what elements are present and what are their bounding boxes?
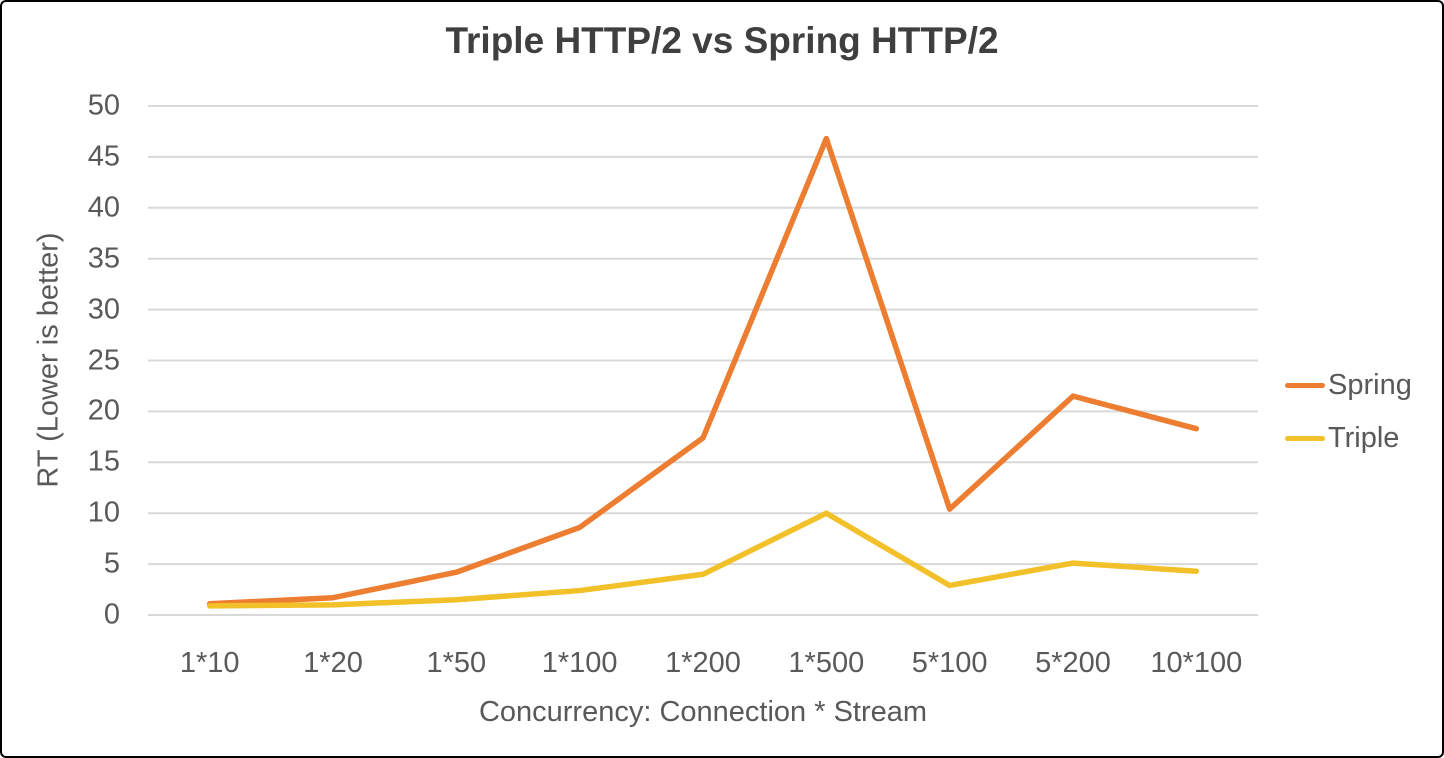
- legend-label: Triple: [1328, 422, 1400, 454]
- legend-swatch-triple: [1285, 436, 1325, 441]
- x-axis-title: Concurrency: Connection * Stream: [478, 696, 928, 728]
- series-line-spring: [206, 135, 1200, 607]
- x-tick-label: 1*20: [303, 647, 363, 679]
- y-tick-label: 50: [87, 89, 120, 122]
- y-tick-label: 10: [87, 496, 120, 529]
- x-tick-label: 1*50: [426, 647, 487, 679]
- x-tick-label: 1*10: [179, 647, 240, 679]
- x-tick-label: 1*100: [541, 647, 618, 679]
- legend-swatch-spring: [1285, 383, 1325, 388]
- y-tick-label: 40: [87, 191, 120, 224]
- legend-label: Spring: [1328, 369, 1412, 401]
- y-tick-label: 25: [87, 344, 120, 376]
- chart-title: Triple HTTP/2 vs Spring HTTP/2: [445, 20, 999, 61]
- x-tick-label: 1*200: [665, 647, 741, 679]
- legend: Spring Triple: [1285, 359, 1412, 465]
- y-tick-label: 35: [87, 242, 120, 275]
- x-tick-label: 1*500: [788, 647, 865, 679]
- x-tick-label: 5*200: [1035, 647, 1111, 679]
- legend-item-spring: Spring: [1285, 359, 1412, 412]
- y-tick-label: 45: [87, 140, 120, 173]
- legend-item-triple: Triple: [1285, 412, 1412, 465]
- y-tick-label: 5: [103, 547, 120, 580]
- series-line-triple: [206, 510, 1200, 609]
- y-tick-label: 0: [103, 598, 120, 631]
- x-tick-label: 5*100: [911, 647, 988, 679]
- y-tick-label: 20: [87, 394, 120, 427]
- y-tick-label: 15: [87, 445, 120, 478]
- x-tick-label: 10*100: [1150, 647, 1243, 679]
- y-tick-label: 30: [87, 293, 120, 326]
